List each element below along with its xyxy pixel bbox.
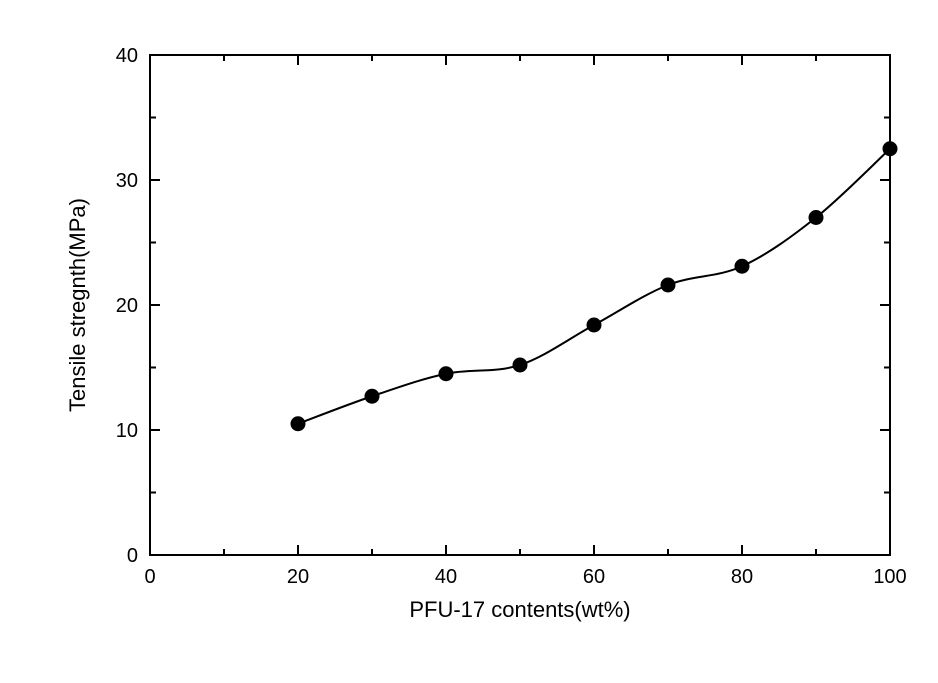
- y-tick-label: 20: [116, 295, 138, 317]
- x-axis-title: PFU-17 contents(wt%): [409, 597, 630, 622]
- y-tick-label: 10: [116, 420, 138, 442]
- data-marker: [735, 259, 749, 273]
- chart-container: 0 20 40 60 80 100 0 10 20 30 40 PFU-17 contents(wt%…: [0, 0, 938, 683]
- chart-background: [0, 0, 938, 683]
- data-marker: [661, 278, 675, 292]
- y-tick-label: 30: [116, 170, 138, 192]
- x-tick-label: 100: [873, 566, 906, 588]
- y-tick-label: 40: [116, 45, 138, 67]
- data-marker: [365, 389, 379, 403]
- chart-svg: 0 20 40 60 80 100 0 10 20 30 40 PFU-17 contents(wt%…: [0, 0, 938, 683]
- x-tick-label: 60: [583, 566, 605, 588]
- y-axis-title: Tensile stregnth(MPa): [65, 198, 90, 412]
- data-marker: [291, 417, 305, 431]
- x-tick-label: 40: [435, 566, 457, 588]
- x-tick-label: 0: [144, 566, 155, 588]
- data-marker: [587, 318, 601, 332]
- x-tick-label: 20: [287, 566, 309, 588]
- data-marker: [883, 142, 897, 156]
- x-tick-label: 80: [731, 566, 753, 588]
- data-marker: [513, 358, 527, 372]
- data-marker: [809, 211, 823, 225]
- data-marker: [439, 367, 453, 381]
- y-tick-label: 0: [127, 545, 138, 567]
